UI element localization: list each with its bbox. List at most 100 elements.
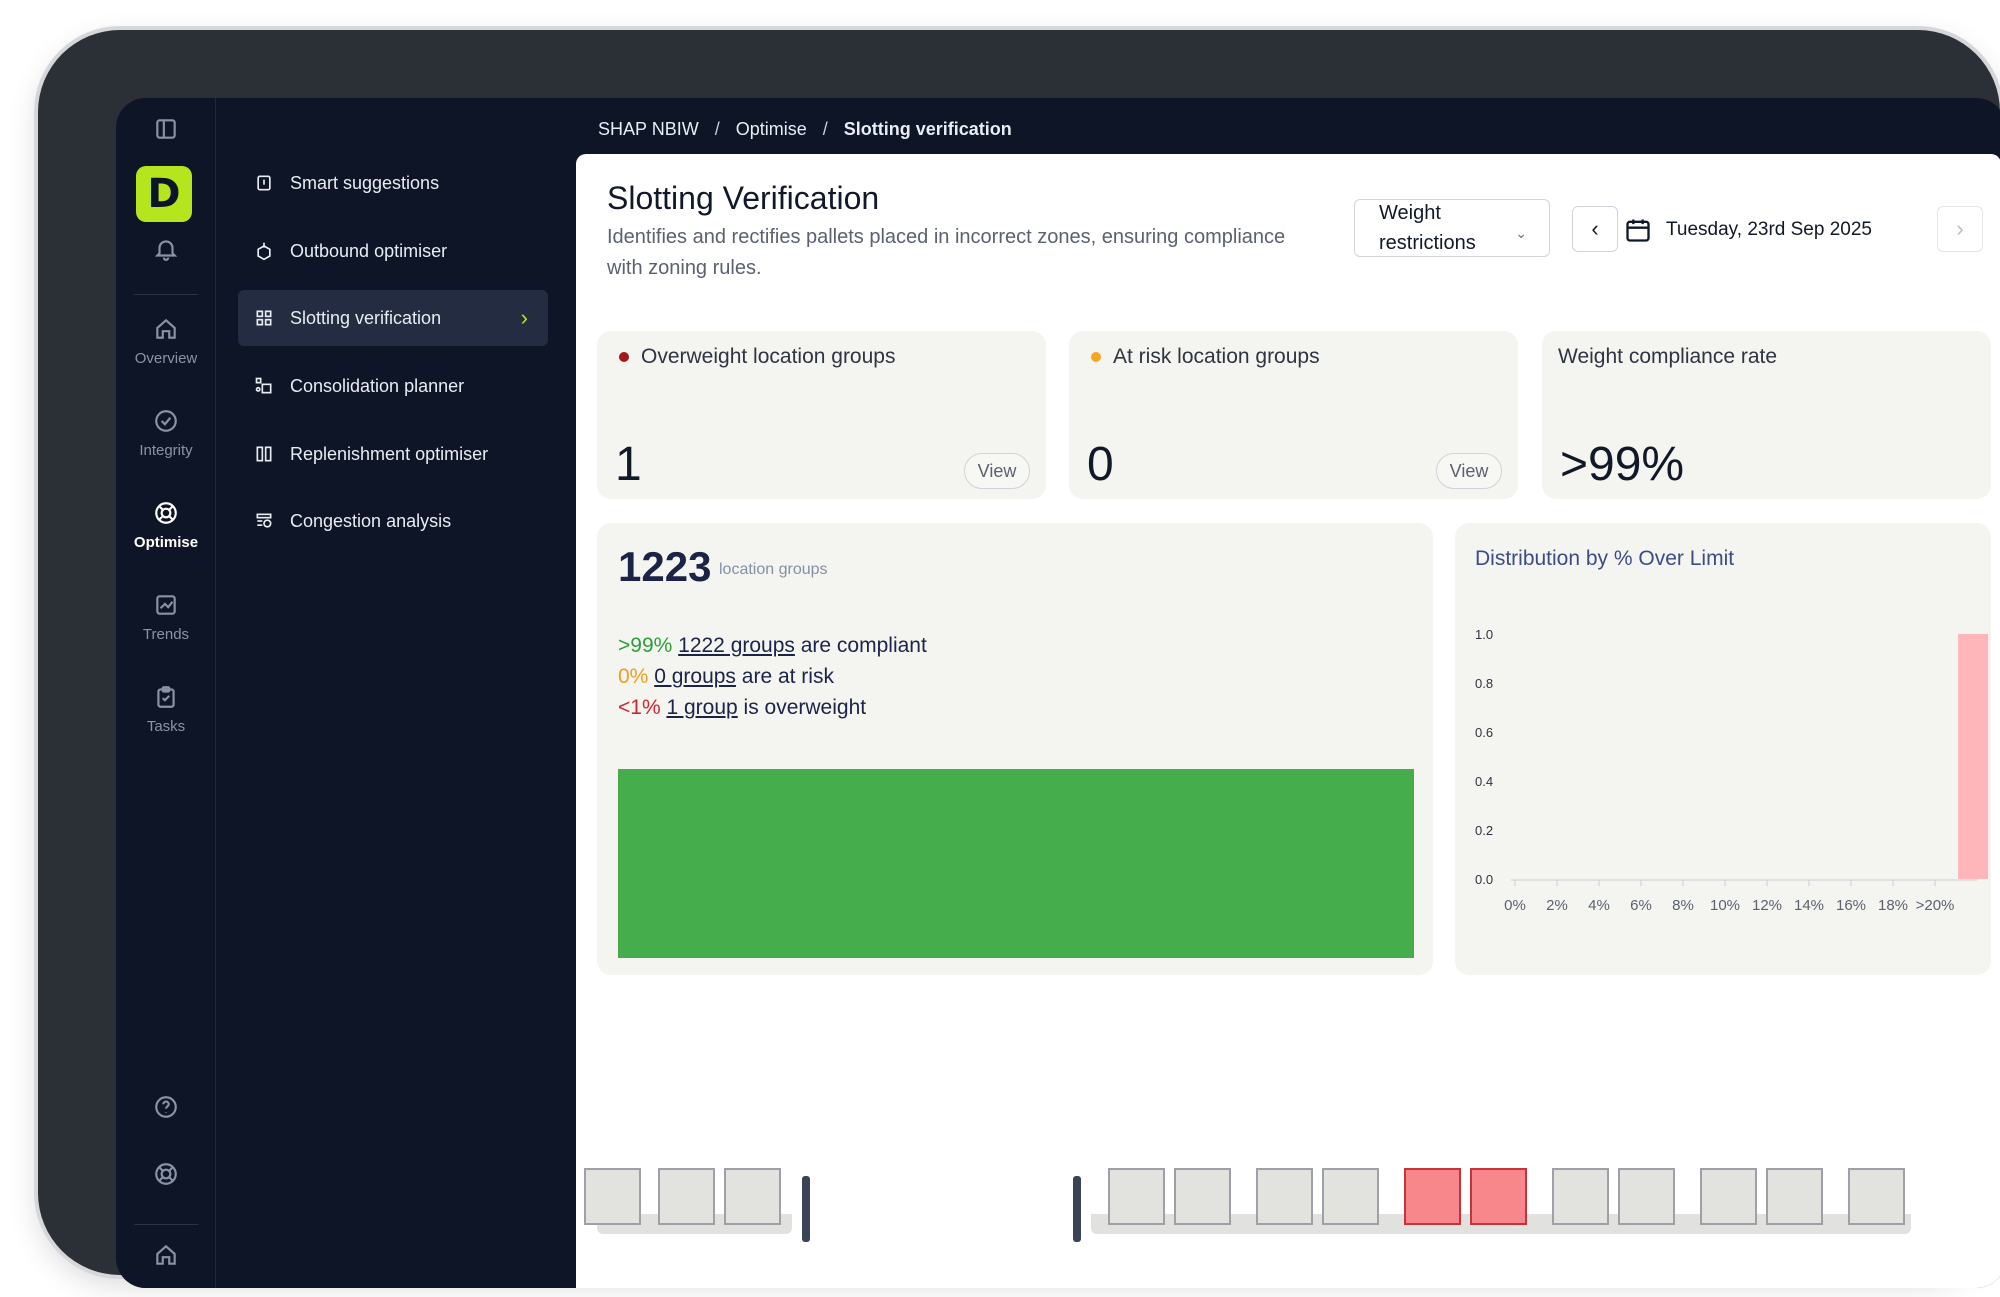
status-dot [1091, 352, 1101, 362]
submenu-item-replenishment-optimiser[interactable]: Replenishment optimiser [238, 426, 548, 482]
rack-slot [1108, 1168, 1165, 1225]
rail-item-optimise[interactable]: Optimise [116, 500, 216, 551]
restriction-filter-dropdown[interactable]: Weight restrictions ⌄ [1354, 199, 1550, 257]
kpi-label: Overweight location groups [641, 345, 896, 368]
help-button[interactable] [116, 1094, 216, 1120]
date-picker[interactable]: Tuesday, 23rd Sep 2025 [1624, 208, 1872, 252]
notifications-button[interactable] [116, 236, 216, 262]
distribution-card: Distribution by % Over Limit 0.0 0.2 0.4 0.… [1455, 523, 1991, 975]
submenu-item-smart-suggestions[interactable]: Smart suggestions [238, 155, 548, 211]
percent: <1% [618, 696, 661, 719]
check-circle-icon [155, 410, 177, 432]
rack-post [802, 1176, 810, 1242]
total-unit: location groups [719, 561, 828, 578]
y-tick-label: 0.6 [1475, 725, 1493, 740]
rail-item-trends[interactable]: Trends [116, 592, 216, 643]
rail-item-label: Overview [134, 350, 198, 367]
clipboard-icon [157, 686, 175, 708]
compliant-groups-link[interactable]: 1222 groups [678, 634, 795, 657]
rack-slot [1766, 1168, 1823, 1225]
total-location-groups: 1223 [618, 543, 712, 590]
app-logo[interactable]: D [136, 166, 192, 222]
at-risk-groups-link[interactable]: 0 groups [654, 665, 736, 688]
rail-item-integrity[interactable]: Integrity [116, 408, 216, 459]
x-tick-label: 2% [1546, 897, 1568, 914]
rail-item-overview[interactable]: Overview [116, 316, 216, 367]
overweight-groups-link[interactable]: 1 group [666, 696, 738, 719]
kpi-card-overweight: Overweight location groups 1 View [597, 331, 1046, 499]
submenu-item-label: Smart suggestions [290, 172, 440, 193]
rack-slot [1322, 1168, 1379, 1225]
rail-item-label: Integrity [139, 442, 193, 459]
rail-item-label: Optimise [133, 534, 199, 551]
selected-date: Tuesday, 23rd Sep 2025 [1666, 219, 1872, 240]
rack-slot [584, 1168, 641, 1225]
submenu-item-slotting-verification[interactable]: Slotting verification › [238, 290, 548, 346]
chart-title: Distribution by % Over Limit [1475, 547, 1735, 570]
breadcrumb-section[interactable]: Optimise [735, 118, 807, 139]
consolidate-icon [255, 377, 272, 394]
y-tick-label: 0.8 [1475, 676, 1493, 691]
bell-icon [154, 240, 178, 261]
breadcrumb-current: Slotting verification [843, 118, 1012, 139]
previous-date-button[interactable]: ‹ [1572, 206, 1618, 252]
view-overweight-button[interactable]: View [964, 453, 1030, 489]
submenu-item-outbound-optimiser[interactable]: Outbound optimiser [238, 223, 548, 279]
dropdown-value-line1: Weight [1379, 202, 1441, 224]
sidebar-toggle-button[interactable] [116, 116, 216, 142]
optimise-submenu: Smart suggestions Outbound optimiser Slo… [216, 98, 576, 1288]
rack-post [1073, 1176, 1081, 1242]
rack-slot [724, 1168, 781, 1225]
next-date-button[interactable]: › [1937, 206, 1983, 252]
x-tick-label: 6% [1630, 897, 1652, 914]
submenu-item-label: Slotting verification [290, 307, 442, 328]
rack-slot [1256, 1168, 1313, 1225]
breadcrumb-site[interactable]: SHAP NBIW [598, 118, 699, 139]
y-tick-label: 0.0 [1475, 872, 1493, 887]
summary-card: 1223 location groups >99% 1222 groups ar… [597, 523, 1433, 975]
tablet-frame: D Overview Integrity Optimise Trends [38, 30, 2000, 1288]
home-icon [156, 318, 176, 339]
icon-rail: D Overview Integrity Optimise Trends [116, 98, 216, 1288]
kpi-label: At risk location groups [1113, 345, 1320, 368]
x-tick-label: >20% [1916, 897, 1955, 914]
x-tick-label: 18% [1878, 897, 1908, 914]
trend-chart-icon [156, 595, 176, 615]
view-at-risk-button[interactable]: View [1436, 453, 1502, 489]
chevron-right-icon: › [1956, 216, 1964, 241]
x-tick-label: 4% [1588, 897, 1610, 914]
submenu-item-consolidation-planner[interactable]: Consolidation planner [238, 358, 548, 414]
screen: D Overview Integrity Optimise Trends [116, 98, 2000, 1288]
home-button[interactable] [116, 1242, 216, 1268]
summary-line-at-risk: 0% 0 groups are at risk [618, 665, 834, 689]
chevron-left-icon: ‹ [1591, 216, 1599, 241]
submenu-item-label: Congestion analysis [290, 510, 452, 531]
kpi-label: Weight compliance rate [1558, 345, 1778, 368]
x-tick-label: 12% [1752, 897, 1782, 914]
summary-line-compliant: >99% 1222 groups are compliant [618, 634, 927, 658]
columns-icon [256, 446, 272, 462]
main-panel: Slotting Verification Identifies and rec… [576, 154, 2000, 1288]
x-tick-label: 8% [1672, 897, 1694, 914]
rail-divider [134, 294, 198, 295]
support-button[interactable] [116, 1161, 216, 1187]
page-subtitle: Identifies and rectifies pallets placed … [607, 226, 1286, 279]
submenu-item-label: Replenishment optimiser [290, 443, 489, 464]
rail-item-tasks[interactable]: Tasks [116, 684, 216, 735]
rack-slot [1552, 1168, 1609, 1225]
submenu-item-congestion-analysis[interactable]: Congestion analysis [238, 493, 548, 549]
sidebar-toggle-icon [156, 119, 176, 139]
rack-slot [1618, 1168, 1675, 1225]
lifebuoy-icon [155, 1163, 177, 1185]
y-tick-label: 0.4 [1475, 774, 1493, 789]
submenu-item-label: Outbound optimiser [290, 240, 448, 261]
rack-slot [1848, 1168, 1905, 1225]
dropdown-value-line2: restrictions [1379, 232, 1476, 254]
logo-letter: D [147, 171, 181, 217]
x-tick-label: 14% [1794, 897, 1824, 914]
rack-slot [1174, 1168, 1231, 1225]
y-tick-label: 1.0 [1475, 627, 1493, 642]
y-tick-label: 0.2 [1475, 823, 1493, 838]
summary-text: is overweight [737, 696, 867, 719]
rail-item-label: Tasks [146, 718, 186, 735]
